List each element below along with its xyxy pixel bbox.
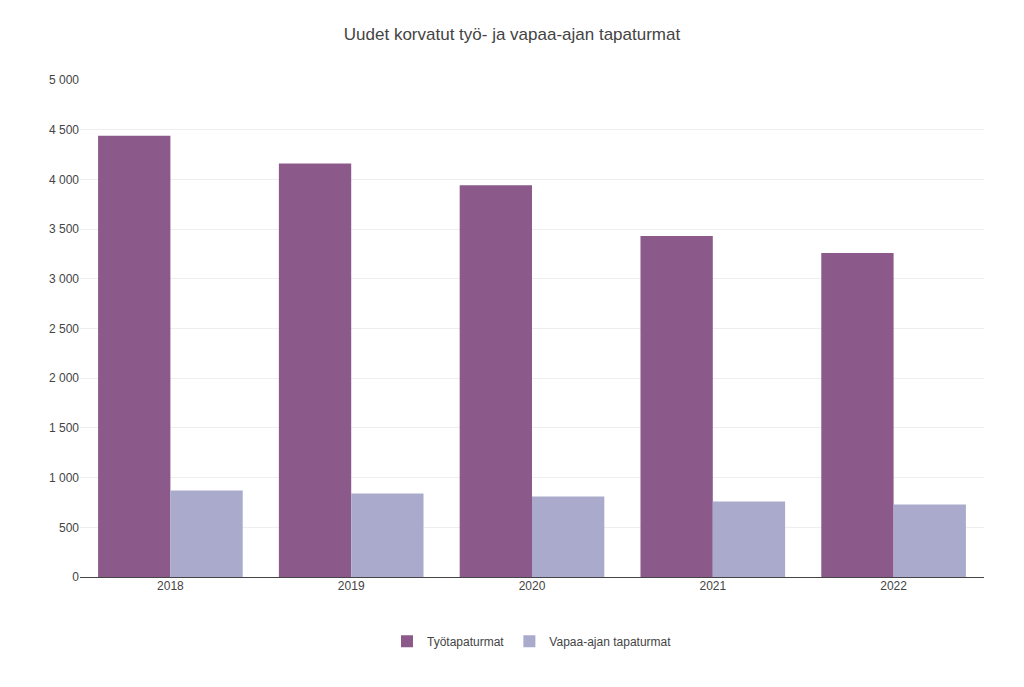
svg-text:2018: 2018 bbox=[157, 579, 184, 593]
svg-text:2 500: 2 500 bbox=[49, 322, 79, 336]
svg-text:Työtapaturmat: Työtapaturmat bbox=[427, 635, 504, 649]
svg-text:0: 0 bbox=[72, 570, 79, 584]
svg-text:4 000: 4 000 bbox=[49, 173, 79, 187]
svg-text:1 500: 1 500 bbox=[49, 421, 79, 435]
svg-text:500: 500 bbox=[59, 521, 79, 535]
svg-text:2020: 2020 bbox=[519, 579, 546, 593]
svg-text:Vapaa-ajan tapaturmat: Vapaa-ajan tapaturmat bbox=[549, 635, 671, 649]
svg-text:2 000: 2 000 bbox=[49, 371, 79, 385]
svg-text:2021: 2021 bbox=[699, 579, 726, 593]
svg-text:1 000: 1 000 bbox=[49, 471, 79, 485]
svg-text:4 500: 4 500 bbox=[49, 123, 79, 137]
svg-text:Uudet korvatut työ- ja vapaa-a: Uudet korvatut työ- ja vapaa-ajan tapatu… bbox=[344, 25, 681, 44]
svg-text:2022: 2022 bbox=[880, 579, 907, 593]
svg-text:3 500: 3 500 bbox=[49, 222, 79, 236]
svg-text:5 000: 5 000 bbox=[49, 73, 79, 87]
svg-text:3 000: 3 000 bbox=[49, 272, 79, 286]
svg-text:2019: 2019 bbox=[338, 579, 365, 593]
